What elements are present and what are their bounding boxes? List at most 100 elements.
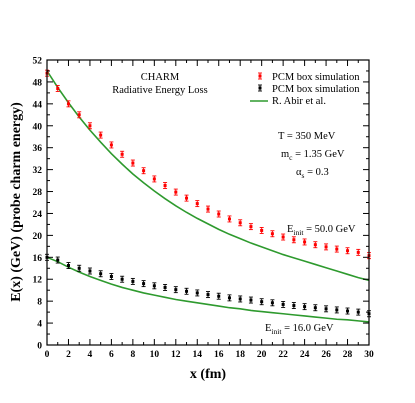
data-point <box>259 227 264 234</box>
point-marker <box>303 305 307 309</box>
data-point <box>206 205 210 213</box>
point-marker <box>195 291 199 295</box>
data-point <box>334 306 339 314</box>
point-marker <box>56 258 60 262</box>
y-tick-label: 48 <box>33 78 43 88</box>
y-tick-label: 24 <box>33 210 43 220</box>
x-tick-label: 2 <box>66 350 71 360</box>
plot-area <box>45 69 371 323</box>
data-point <box>334 245 339 253</box>
legend-label-green: R. Abir et al. <box>272 96 326 107</box>
y-tick-label: 0 <box>37 342 42 352</box>
point-marker <box>260 228 264 232</box>
energy-label-low: Einit = 16.0 GeV <box>265 323 334 336</box>
chart-title-line-1: CHARM <box>141 72 180 83</box>
data-point <box>130 277 135 285</box>
data-point <box>66 262 71 269</box>
point-marker <box>313 243 317 247</box>
x-tick-label: 8 <box>130 350 135 360</box>
point-marker <box>77 266 81 270</box>
parameters: T = 350 MeV mc = 1.35 GeV αs = 0.3 <box>278 131 345 180</box>
data-point <box>195 200 200 208</box>
data-point <box>77 264 82 272</box>
point-marker <box>56 87 60 90</box>
legend-marker-red <box>258 72 262 80</box>
data-point <box>291 236 296 244</box>
data-point <box>77 111 82 119</box>
data-point <box>55 85 60 92</box>
point-marker <box>131 161 135 165</box>
param-temperature: T = 350 MeV <box>278 131 336 142</box>
point-marker <box>346 309 350 313</box>
point-marker <box>335 308 339 312</box>
data-point <box>313 241 318 249</box>
legend-label-red: PCM box simulation <box>272 72 360 83</box>
data-point <box>270 299 275 307</box>
x-tick-label: 4 <box>88 350 93 360</box>
y-tick-label: 12 <box>33 276 43 286</box>
data-point <box>345 307 350 315</box>
data-point <box>130 159 135 167</box>
data-point <box>109 273 114 280</box>
y-tick-label: 32 <box>33 166 43 176</box>
data-point <box>313 304 318 312</box>
y-tick-label: 20 <box>33 232 43 242</box>
data-point <box>302 238 307 246</box>
data-point <box>238 295 243 303</box>
x-tick-label: 18 <box>235 350 245 360</box>
point-marker <box>142 169 146 173</box>
y-tick-label: 4 <box>37 320 42 330</box>
y-tick-label: 28 <box>33 188 43 198</box>
data-point <box>248 296 253 304</box>
x-tick-label: 24 <box>300 350 310 360</box>
x-tick-label: 14 <box>193 350 203 360</box>
param-mass: mc = 1.35 GeV <box>281 149 345 162</box>
data-point <box>356 248 361 256</box>
data-point <box>141 167 146 175</box>
data-point <box>184 287 189 295</box>
chart-title-line-2: Radiative Energy Loss <box>112 85 207 96</box>
point-marker <box>281 235 285 239</box>
point-marker <box>195 202 199 206</box>
data-point <box>120 150 125 158</box>
data-point <box>291 302 296 309</box>
data-point <box>163 182 168 189</box>
x-tick-label: 6 <box>109 350 114 360</box>
point-marker <box>227 217 231 221</box>
data-point <box>152 175 157 183</box>
point-marker <box>99 272 103 276</box>
legend: PCM box simulation PCM box simulation R.… <box>250 72 360 107</box>
point-marker <box>249 225 253 229</box>
data-point <box>206 291 210 299</box>
data-point <box>98 270 103 278</box>
point-marker <box>238 221 242 225</box>
point-marker <box>313 306 317 310</box>
y-tick-label: 16 <box>33 254 43 264</box>
data-point <box>87 122 92 130</box>
point-marker <box>163 285 167 289</box>
x-tick-label: 0 <box>45 350 50 360</box>
data-point <box>259 298 264 306</box>
curve-line-3 <box>46 256 370 323</box>
data-point <box>345 247 350 255</box>
point-marker <box>292 304 296 308</box>
data-point <box>87 267 92 275</box>
y-tick-label: 8 <box>37 298 42 308</box>
data-point <box>195 289 200 297</box>
point-marker <box>120 152 124 156</box>
point-marker <box>185 289 189 293</box>
param-alpha: αs = 0.3 <box>296 167 329 180</box>
y-axis-title: E(x) (GeV) (probe charm energy) <box>9 102 24 302</box>
point-marker <box>66 102 70 106</box>
point-marker <box>174 190 178 194</box>
point-marker <box>88 269 92 273</box>
point-marker <box>217 294 221 298</box>
y-tick-label: 52 <box>33 57 43 67</box>
energy-label-high: Einit = 50.0 GeV <box>287 224 356 237</box>
legend-marker-black <box>258 84 262 92</box>
point-marker <box>174 288 178 292</box>
x-tick-label: 12 <box>171 350 181 360</box>
point-marker <box>356 310 360 314</box>
x-tick-label: 20 <box>257 350 267 360</box>
